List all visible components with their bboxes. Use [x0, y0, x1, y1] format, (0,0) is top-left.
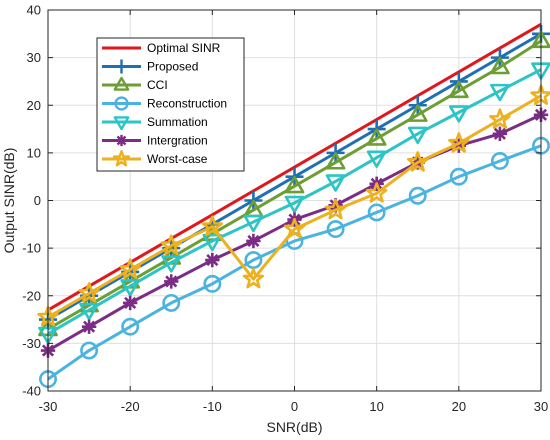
data-point: [325, 152, 346, 170]
legend-label: Optimal SINR: [147, 41, 221, 55]
data-point: [201, 215, 224, 236]
legend-label: CCI: [147, 78, 168, 92]
legend-marker: [115, 134, 128, 147]
data-point: [325, 174, 346, 192]
data-point: [202, 233, 223, 252]
series-line-reconstruction: [47, 144, 542, 381]
y-tick-label: -40: [22, 384, 41, 399]
legend-marker: [112, 150, 131, 167]
data-point: [205, 252, 220, 268]
y-tick-label: 10: [27, 145, 41, 160]
legend-entry-intergration: Intergration: [102, 134, 208, 148]
legend-label: Intergration: [147, 134, 208, 148]
data-point: [365, 182, 388, 203]
data-point: [492, 126, 508, 142]
legend-entry-proposed: Proposed: [102, 59, 198, 74]
legend-entry-worst-case: Worst-case: [102, 150, 208, 167]
data-point: [79, 302, 99, 321]
data-point: [407, 126, 428, 145]
data-point: [164, 274, 179, 289]
data-point: [119, 258, 141, 279]
legend-entry-optimal-sinr: Optimal SINR: [102, 41, 221, 55]
y-tick-label: 0: [34, 193, 41, 208]
data-point: [121, 317, 140, 336]
x-tick-label: 20: [452, 399, 466, 414]
data-point: [328, 198, 343, 213]
legend-label: Proposed: [147, 60, 198, 74]
legend-entry-cci: CCI: [102, 76, 168, 92]
data-point: [284, 175, 305, 194]
data-point: [284, 195, 305, 214]
data-point: [203, 274, 222, 293]
data-point: [81, 319, 97, 334]
x-tick-label: -10: [203, 399, 222, 414]
legend-label: Summation: [147, 115, 208, 129]
data-point: [490, 152, 509, 170]
y-tick-label: -10: [22, 241, 41, 256]
data-point: [324, 198, 347, 220]
data-point: [366, 150, 387, 168]
y-axis-label: Output SINR(dB): [1, 148, 17, 254]
legend-marker: [114, 96, 129, 111]
series-worst-case: [37, 84, 550, 327]
data-point: [407, 151, 429, 172]
legend-entry-summation: Summation: [102, 115, 208, 131]
legend: Optimal SINR Proposed CCI Reconstruction Sum…: [96, 37, 245, 172]
y-tick-label: -30: [22, 336, 41, 351]
data-point: [283, 217, 306, 239]
legend-label: Reconstruction: [147, 97, 227, 111]
x-tick-label: -20: [121, 399, 140, 414]
data-point: [448, 105, 469, 123]
data-point: [78, 282, 100, 303]
data-point: [244, 251, 263, 269]
legend-marker: [113, 116, 130, 131]
x-axis-label: SNR(dB): [266, 419, 322, 435]
data-point: [242, 267, 265, 289]
series-line-worst-case: [47, 94, 542, 319]
x-tick-label: 0: [291, 399, 298, 414]
data-point: [449, 167, 468, 186]
series-line-summation: [47, 68, 542, 336]
data-point: [366, 128, 387, 146]
data-point: [407, 104, 428, 122]
y-tick-label: -20: [22, 288, 41, 303]
data-point: [408, 186, 427, 205]
x-tick-label: 10: [369, 399, 383, 414]
data-point: [162, 293, 181, 312]
data-point: [120, 279, 141, 297]
legend-entry-reconstruction: Reconstruction: [102, 96, 227, 111]
data-point: [490, 83, 510, 102]
y-tick-label: 20: [27, 98, 41, 113]
data-point: [160, 234, 182, 256]
data-point: [246, 233, 261, 249]
data-point: [122, 295, 138, 311]
x-tick-label: -30: [39, 399, 58, 414]
data-point: [243, 214, 264, 233]
series-lines: [37, 22, 550, 389]
data-point: [451, 138, 467, 153]
series-summation: [38, 62, 550, 345]
data-point: [490, 56, 510, 75]
data-point: [448, 80, 469, 99]
legend-marker: [114, 59, 129, 74]
x-tick-label: 30: [534, 399, 548, 414]
data-point: [80, 341, 99, 360]
y-tick-label: 30: [27, 50, 41, 65]
y-tick-label: 40: [27, 3, 41, 18]
legend-label: Worst-case: [147, 152, 208, 166]
legend-marker: [113, 76, 130, 91]
data-point: [489, 108, 511, 129]
data-point: [367, 203, 386, 222]
data-point: [448, 132, 470, 153]
data-point: [326, 220, 345, 239]
data-point: [161, 255, 182, 273]
